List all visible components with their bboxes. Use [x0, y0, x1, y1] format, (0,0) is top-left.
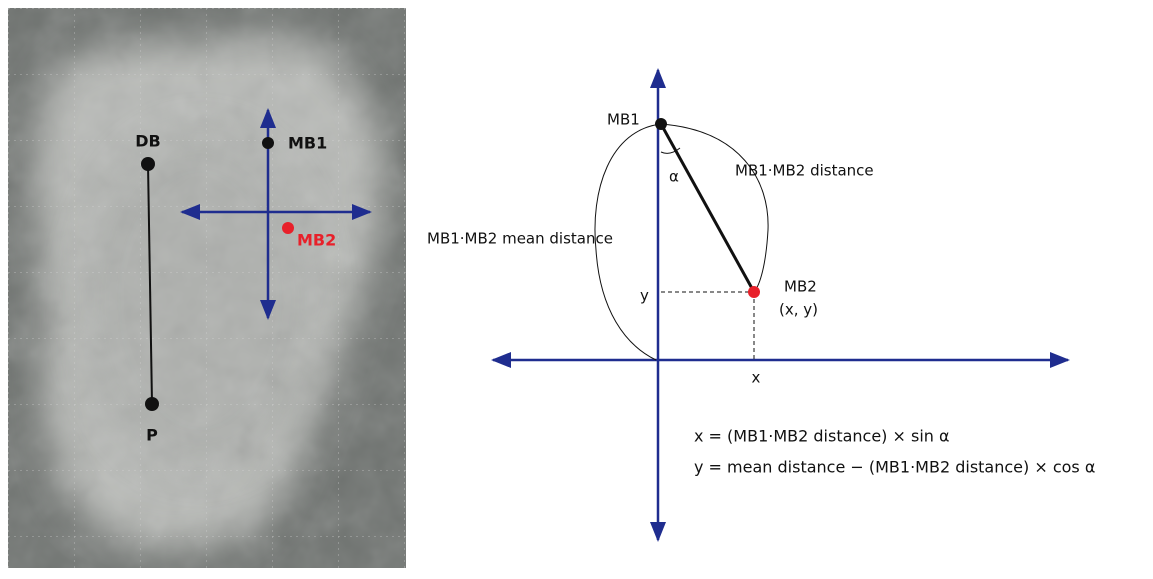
- mb2-point: [748, 286, 760, 298]
- distance-line: [659, 123, 756, 293]
- label: MB2: [297, 231, 336, 250]
- formula: x = (MB1·MB2 distance) × sin α: [694, 427, 950, 446]
- label: P: [146, 426, 158, 445]
- mb1-point: [655, 118, 667, 130]
- left-overlay: DB P MB1 MB2: [135, 108, 372, 445]
- label: DB: [135, 132, 160, 151]
- right-diagram: MB1 MB1·MB2 distance α MB1·MB2 mean dist…: [427, 68, 1095, 542]
- label: MB1·MB2 distance: [735, 162, 874, 180]
- angle-arc: [660, 147, 681, 154]
- formula: y = mean distance − (MB1·MB2 distance) ×…: [694, 458, 1095, 477]
- mean-distance-arc: [594, 123, 662, 361]
- mb2-point: [282, 222, 294, 234]
- distance-arc: [660, 123, 769, 293]
- label: y: [640, 287, 649, 305]
- mb1-point: [262, 137, 274, 149]
- label: α: [669, 168, 679, 186]
- label: MB2: [784, 278, 817, 296]
- label: MB1: [607, 111, 640, 129]
- label: (x, y): [779, 301, 818, 319]
- p-point: [145, 397, 159, 411]
- label: MB1·MB2 mean distance: [427, 230, 613, 248]
- label: x: [752, 369, 761, 387]
- db-p-line: [147, 163, 153, 405]
- label: MB1: [288, 134, 327, 153]
- scan-image: [8, 8, 406, 568]
- db-point: [141, 157, 155, 171]
